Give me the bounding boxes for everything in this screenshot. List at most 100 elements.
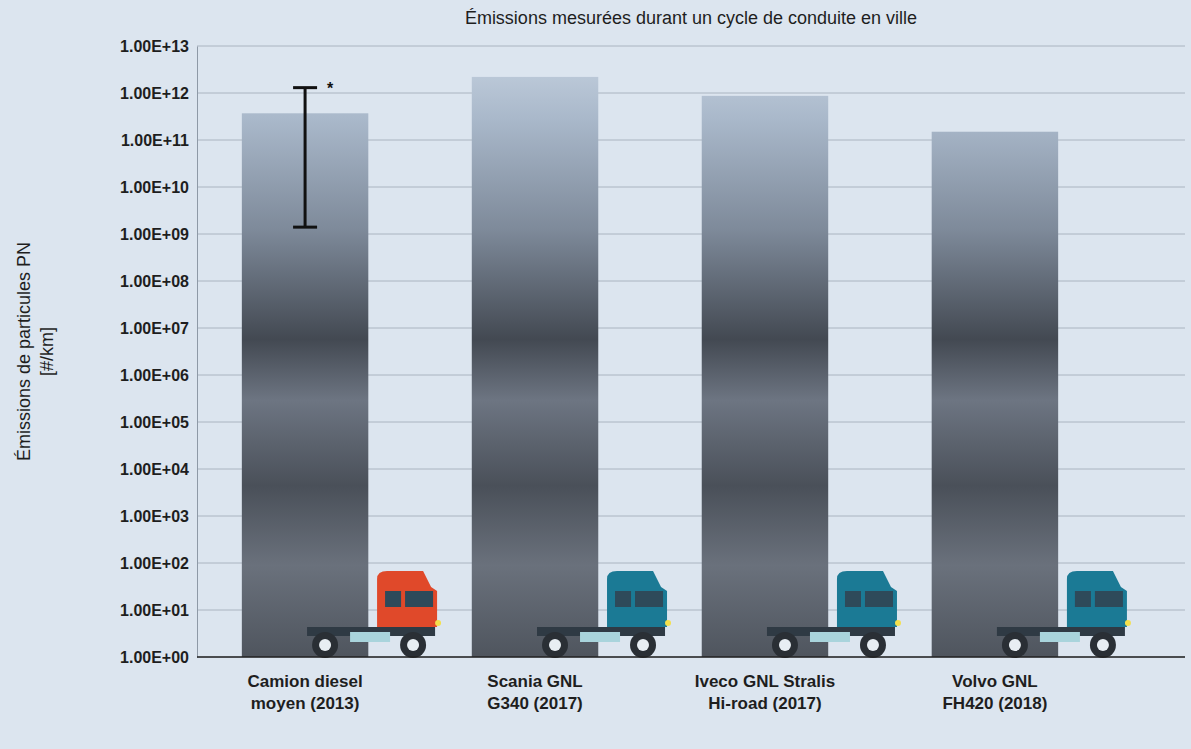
y-tick-label: 1.00E+07 [120, 320, 189, 337]
y-tick: 1.00E+01 [120, 602, 197, 619]
truck-window [635, 591, 663, 607]
truck-tank [1040, 632, 1080, 642]
truck-hub [779, 639, 791, 651]
grid-line [197, 657, 1185, 658]
x-tick-label-line: Iveco GNL Stralis [695, 672, 835, 691]
truck-wheel [312, 632, 338, 658]
y-tick: 1.00E+04 [120, 461, 197, 478]
truck-window [615, 591, 631, 607]
annotation: * [327, 80, 334, 97]
bar [702, 96, 828, 657]
truck [307, 571, 441, 658]
truck-window [865, 591, 893, 607]
y-tick: 1.00E+03 [120, 508, 197, 525]
plot-area [242, 77, 1058, 657]
x-axis: Camion diesel moyen (2013) Scania GNL G340 … [197, 657, 1185, 713]
y-tick: 1.00E+02 [120, 555, 197, 572]
y-tick-label: 1.00E+12 [120, 85, 189, 102]
truck-light [895, 620, 901, 626]
truck-wheel [542, 632, 568, 658]
truck-wheel [630, 632, 656, 658]
y-tick-label: 1.00E+06 [120, 367, 189, 384]
x-axis-line [197, 656, 1185, 658]
y-axis-title-line: [#/km] [37, 327, 57, 376]
y-tick-label: 1.00E+08 [120, 273, 189, 290]
x-tick-label: Camion diesel moyen (2013) [247, 672, 362, 713]
truck-wheel [860, 632, 886, 658]
truck-hub [319, 639, 331, 651]
bar [472, 77, 598, 657]
truck-light [1125, 620, 1131, 626]
y-tick-label: 1.00E+04 [120, 461, 189, 478]
y-tick: 1.00E+10 [120, 179, 197, 196]
y-tick: 1.00E+12 [120, 85, 197, 102]
y-tick: 1.00E+08 [120, 273, 197, 290]
x-tick-label-line: Scania GNL [487, 672, 582, 691]
y-tick: 1.00E+13 [120, 38, 197, 55]
y-tick: 1.00E+05 [120, 414, 197, 431]
truck-tank [350, 632, 390, 642]
y-tick: 1.00E+06 [120, 367, 197, 384]
y-tick-label: 1.00E+10 [120, 179, 189, 196]
y-axis: 1.00E+00 1.00E+01 1.00E+02 1.00E+03 1.00E+04… [120, 38, 197, 666]
truck-wheel [1090, 632, 1116, 658]
truck-light [435, 620, 441, 626]
y-tick-label: 1.00E+05 [120, 414, 189, 431]
x-tick: Scania GNL G340 (2017) [487, 657, 582, 713]
truck-cab [607, 571, 667, 627]
y-tick: 1.00E+09 [120, 226, 197, 243]
y-tick-label: 1.00E+03 [120, 508, 189, 525]
truck-cab [1067, 571, 1127, 627]
error-bar [293, 88, 317, 227]
y-tick-label: 1.00E+01 [120, 602, 189, 619]
truck-hub [1097, 639, 1109, 651]
x-tick-label-line: Hi-road (2017) [708, 694, 821, 713]
truck-tank [580, 632, 620, 642]
y-tick: 1.00E+11 [121, 132, 197, 149]
x-tick-label: Iveco GNL Stralis Hi-road (2017) [695, 672, 835, 713]
x-tick: Iveco GNL Stralis Hi-road (2017) [695, 657, 835, 713]
truck-hub [867, 639, 879, 651]
truck-wheel [400, 632, 426, 658]
truck [767, 571, 901, 658]
truck-hub [1009, 639, 1021, 651]
title: Émissions mesurées durant un cycle de co… [465, 8, 917, 28]
grid-line [197, 93, 1185, 94]
truck-icons [307, 571, 1131, 658]
truck-cab [377, 571, 437, 627]
chart: 1.00E+00 1.00E+01 1.00E+02 1.00E+03 1.00E+04… [0, 0, 1191, 749]
x-tick: Camion diesel moyen (2013) [247, 657, 362, 713]
truck-window [385, 591, 401, 607]
x-tick-label-line: Volvo GNL [952, 672, 1038, 691]
truck-hub [637, 639, 649, 651]
truck-window [1075, 591, 1091, 607]
truck-light [665, 620, 671, 626]
x-tick-label-line: moyen (2013) [251, 694, 360, 713]
truck-hub [549, 639, 561, 651]
x-tick-label-line: Camion diesel [247, 672, 362, 691]
grid-line [197, 46, 1185, 47]
truck-window [405, 591, 433, 607]
truck [537, 571, 671, 658]
x-tick-label-line: FH420 (2018) [942, 694, 1047, 713]
x-tick: Volvo GNL FH420 (2018) [942, 657, 1047, 713]
truck-wheel [772, 632, 798, 658]
x-tick-label: Volvo GNL FH420 (2018) [942, 672, 1047, 713]
y-tick: 1.00E+07 [120, 320, 197, 337]
truck-window [845, 591, 861, 607]
error-bar-cap [293, 226, 317, 229]
truck-tank [810, 632, 850, 642]
grid [197, 46, 1185, 657]
truck-hub [407, 639, 419, 651]
bar [932, 132, 1058, 657]
x-tick-label: Scania GNL G340 (2017) [487, 672, 582, 713]
x-tick-label-line: G340 (2017) [487, 694, 582, 713]
y-tick-label: 1.00E+00 [120, 649, 189, 666]
truck-wheel [1002, 632, 1028, 658]
truck [997, 571, 1131, 658]
background [0, 0, 1191, 749]
y-tick-label: 1.00E+13 [120, 38, 189, 55]
truck-window [1095, 591, 1123, 607]
y-axis-line [197, 47, 198, 658]
y-axis-title: Émissions de particules PN[#/km] [14, 242, 57, 461]
